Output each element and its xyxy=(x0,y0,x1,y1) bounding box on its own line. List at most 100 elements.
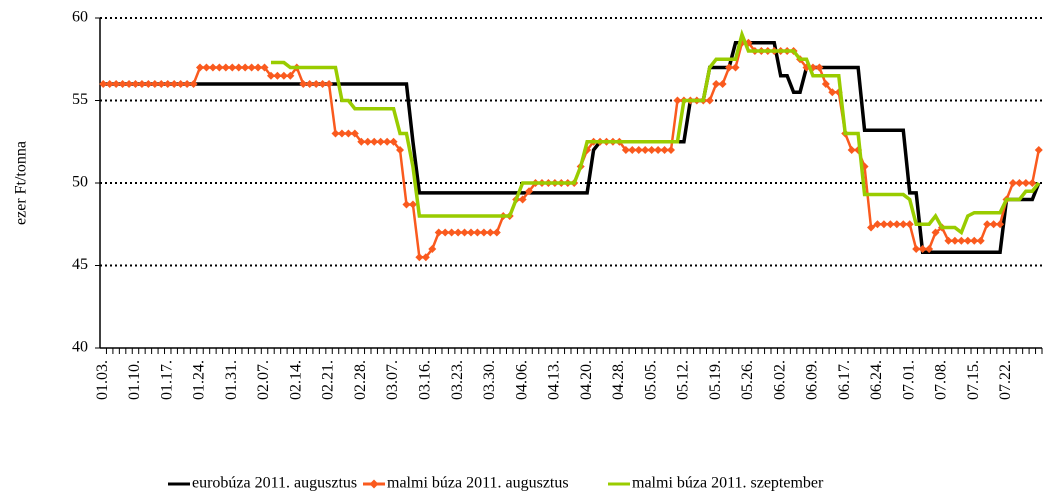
point-marker xyxy=(312,80,321,88)
point-marker xyxy=(299,80,308,88)
x-tick-label: 07.22. xyxy=(997,360,1014,400)
point-marker xyxy=(215,63,224,72)
point-marker xyxy=(131,80,140,88)
point-marker xyxy=(828,88,837,97)
point-marker xyxy=(873,220,882,229)
point-marker xyxy=(1034,146,1043,154)
point-marker xyxy=(415,253,424,262)
point-marker xyxy=(654,146,663,154)
point-marker xyxy=(183,80,192,88)
point-marker xyxy=(105,80,114,88)
point-marker xyxy=(421,253,430,262)
point-marker xyxy=(228,63,237,72)
point-marker xyxy=(396,146,405,154)
point-marker xyxy=(202,63,211,72)
point-marker xyxy=(525,187,534,196)
point-marker xyxy=(996,220,1005,229)
point-marker xyxy=(879,220,888,229)
point-marker xyxy=(950,236,959,245)
point-marker xyxy=(144,80,153,88)
point-marker xyxy=(847,146,856,154)
series-line xyxy=(270,28,1041,236)
point-marker xyxy=(112,80,121,88)
point-marker xyxy=(725,63,734,72)
y-tick-label: 50 xyxy=(72,174,88,191)
x-tick-label: 03.07. xyxy=(384,360,401,400)
x-tick-label: 03.23. xyxy=(449,360,466,400)
point-marker xyxy=(944,236,953,245)
point-marker xyxy=(125,80,134,88)
y-tick-label: 45 xyxy=(72,256,88,273)
x-tick-label: 06.09. xyxy=(804,360,821,400)
point-marker xyxy=(344,129,353,138)
point-marker xyxy=(376,137,385,146)
x-tick-label: 07.01. xyxy=(900,360,917,400)
legend-marker xyxy=(369,479,379,489)
point-marker xyxy=(718,80,727,88)
point-marker xyxy=(137,80,146,88)
x-tick-label: 04.13. xyxy=(546,360,563,400)
point-marker xyxy=(331,129,340,138)
point-marker xyxy=(821,80,830,88)
point-marker xyxy=(479,228,488,237)
point-marker xyxy=(357,137,366,146)
y-tick-label: 55 xyxy=(72,91,88,108)
legend-label: eurobúza 2011. augusztus xyxy=(192,475,357,492)
point-marker xyxy=(337,129,346,138)
point-marker xyxy=(634,146,643,154)
point-marker xyxy=(518,195,527,204)
point-marker xyxy=(1028,179,1037,187)
point-marker xyxy=(905,220,914,229)
point-marker xyxy=(867,223,876,232)
point-marker xyxy=(486,228,495,237)
x-tick-label: 01.10. xyxy=(126,360,143,400)
point-marker xyxy=(389,137,398,146)
y-tick-label: 60 xyxy=(72,9,88,26)
point-marker xyxy=(892,220,901,229)
point-marker xyxy=(266,71,275,80)
point-marker xyxy=(918,245,927,253)
point-marker xyxy=(989,220,998,229)
point-marker xyxy=(150,80,159,88)
point-marker xyxy=(983,220,992,229)
point-marker xyxy=(428,245,437,253)
x-tick-label: 04.06. xyxy=(513,360,530,400)
point-marker xyxy=(234,63,243,72)
x-tick-label: 06.24. xyxy=(868,360,885,400)
point-marker xyxy=(492,228,501,237)
x-tick-label: 02.28. xyxy=(352,360,369,400)
point-marker xyxy=(370,137,379,146)
point-marker xyxy=(273,71,282,80)
y-axis-label: ezer Ft/tonna xyxy=(13,141,30,225)
x-tick-label: 07.08. xyxy=(933,360,950,400)
point-marker xyxy=(170,80,179,88)
x-tick-label: 06.17. xyxy=(836,360,853,400)
x-tick-label: 02.21. xyxy=(320,360,337,400)
x-tick-label: 06.02. xyxy=(771,360,788,400)
point-marker xyxy=(1021,179,1030,187)
point-marker xyxy=(434,228,443,237)
point-marker xyxy=(305,80,314,88)
point-marker xyxy=(712,80,721,88)
point-marker xyxy=(350,129,359,138)
legend-label: malmi búza 2011. szeptember xyxy=(632,475,824,492)
point-marker xyxy=(673,96,682,105)
point-marker xyxy=(241,63,250,72)
point-marker xyxy=(460,228,469,237)
point-marker xyxy=(441,228,450,237)
point-marker xyxy=(286,71,295,80)
point-marker xyxy=(473,228,482,237)
point-marker xyxy=(641,146,650,154)
point-marker xyxy=(99,80,108,88)
point-marker xyxy=(247,63,256,72)
point-marker xyxy=(118,80,127,88)
x-tick-label: 03.30. xyxy=(481,360,498,400)
x-tick-label: 01.24. xyxy=(191,360,208,400)
point-marker xyxy=(899,220,908,229)
point-marker xyxy=(279,71,288,80)
point-marker xyxy=(912,245,921,253)
point-marker xyxy=(383,137,392,146)
point-marker xyxy=(647,146,656,154)
point-marker xyxy=(196,63,205,72)
